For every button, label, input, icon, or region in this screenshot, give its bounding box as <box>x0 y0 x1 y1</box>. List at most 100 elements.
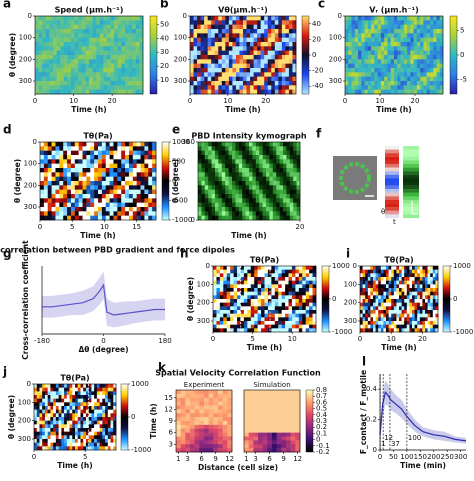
heatmap-cell <box>213 306 217 310</box>
heatmap-cell <box>63 177 67 182</box>
heatmap-cell <box>433 281 436 285</box>
y-tick-label: 0 <box>183 12 187 20</box>
heatmap-cell <box>235 181 239 186</box>
heatmap-cell <box>283 190 287 195</box>
heatmap-cell <box>285 59 289 64</box>
heatmap-cell <box>368 72 372 77</box>
heatmap-cell <box>213 321 217 325</box>
heatmap-cell <box>125 181 129 186</box>
heatmap-cell <box>355 16 359 21</box>
heatmap-cell <box>46 85 50 90</box>
heatmap-cell <box>251 325 255 329</box>
heatmap-cell <box>117 203 121 208</box>
heatmap-cell <box>211 46 215 51</box>
heatmap-cell <box>276 181 280 186</box>
heatmap-cell <box>148 172 152 177</box>
heatmap-cell <box>261 81 265 86</box>
heatmap-cell <box>250 55 254 60</box>
heatmap-cell <box>223 270 227 274</box>
heatmap-cell <box>239 203 243 208</box>
heatmap-cell <box>209 417 214 421</box>
heatmap-cell <box>37 417 40 421</box>
heatmap-cell <box>50 424 53 428</box>
heatmap-cell <box>223 299 227 303</box>
heatmap-cell <box>373 310 376 314</box>
heatmap-cell <box>208 85 212 90</box>
heatmap-cell <box>291 394 296 398</box>
heatmap-cell <box>46 77 50 82</box>
heatmap-cell <box>83 413 86 417</box>
heatmap-cell <box>57 59 61 64</box>
heatmap-cell <box>204 394 209 398</box>
heatmap-cell <box>215 177 219 182</box>
heatmap-cell <box>423 29 427 34</box>
heatmap-cell <box>59 155 63 160</box>
heatmap-cell <box>215 38 219 43</box>
heatmap-cell <box>61 391 64 395</box>
heatmap-cell <box>232 51 236 56</box>
heatmap-cell <box>195 437 200 441</box>
heatmap-cell <box>239 72 243 77</box>
heatmap-cell <box>110 142 114 147</box>
heatmap-cell <box>185 433 190 437</box>
heatmap-cell <box>273 211 277 216</box>
heatmap-cell <box>275 51 279 56</box>
heatmap-cell <box>111 417 114 421</box>
heatmap-cell <box>148 142 152 147</box>
heatmap-cell <box>83 384 86 388</box>
heatmap-cell <box>292 295 296 299</box>
heatmap-cell <box>371 38 375 43</box>
heatmap-cell <box>117 198 121 203</box>
heatmap-cell <box>386 288 389 292</box>
heatmap-cell <box>211 85 215 90</box>
heatmap-cell <box>263 168 267 173</box>
heatmap-cell <box>34 413 37 417</box>
heatmap-cell <box>67 388 70 392</box>
heatmap-cell <box>215 85 219 90</box>
heatmap-cell <box>425 284 428 288</box>
heatmap-cell <box>276 142 280 147</box>
heatmap-cell <box>37 406 40 410</box>
heatmap-cell <box>40 155 44 160</box>
heatmap-cell <box>225 81 229 86</box>
heatmap-cell <box>176 406 181 410</box>
heatmap-cell <box>358 20 362 25</box>
heatmap-cell <box>45 406 48 410</box>
heatmap-cell <box>265 266 269 270</box>
heatmap-cell <box>407 29 411 34</box>
heatmap-cell <box>40 211 44 216</box>
heatmap-cell <box>215 142 219 147</box>
heatmap-cell <box>409 266 412 270</box>
heatmap-cell <box>436 25 440 30</box>
heatmap-cell <box>251 284 255 288</box>
heatmap-cell <box>227 273 231 277</box>
heatmap-cell <box>433 16 437 21</box>
heatmap-cell <box>278 266 282 270</box>
heatmap-cell <box>266 164 270 169</box>
heatmap-cell <box>394 38 398 43</box>
heatmap-cell <box>227 409 232 413</box>
heatmap-cell <box>213 448 218 452</box>
heatmap-cell <box>105 391 108 395</box>
heatmap-cell <box>176 425 181 429</box>
heatmap-cell <box>94 151 98 156</box>
heatmap-cell <box>433 270 436 274</box>
heatmap-cell <box>136 55 140 60</box>
colorbar-tick-label: -20 <box>312 67 323 75</box>
heatmap-cell <box>78 42 82 47</box>
heatmap-cell <box>197 90 201 95</box>
heatmap-cell <box>236 29 240 34</box>
heatmap-cell <box>430 68 434 73</box>
plot <box>345 16 443 94</box>
heatmap-cell <box>272 421 277 425</box>
heatmap-cell <box>89 443 92 447</box>
heatmap-cell <box>259 185 263 190</box>
heatmap-cell <box>278 68 282 73</box>
heatmap-cell <box>67 402 70 406</box>
heatmap-cell <box>220 310 224 314</box>
heatmap-cell <box>225 155 229 160</box>
heatmap-cell <box>259 207 263 212</box>
heatmap-cell <box>86 172 90 177</box>
heatmap-cell <box>428 273 431 277</box>
heatmap-cell <box>391 90 395 95</box>
